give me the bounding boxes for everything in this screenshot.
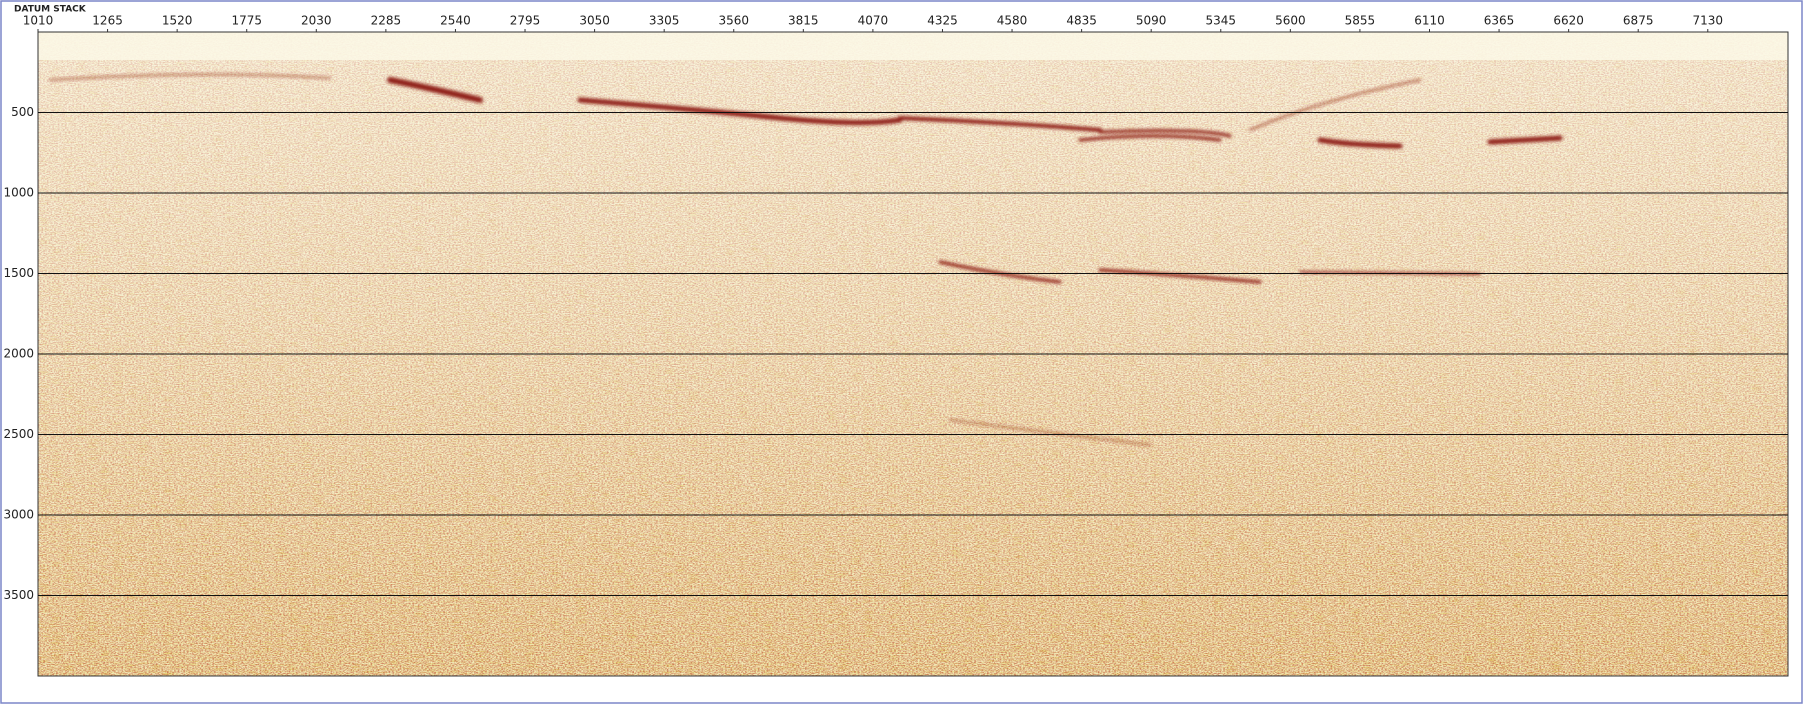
x-tick-label: 4835 bbox=[1066, 14, 1097, 28]
y-tick-label: 1500 bbox=[3, 266, 34, 280]
x-tick-label: 4580 bbox=[997, 14, 1028, 28]
x-tick-label: 3560 bbox=[718, 14, 749, 28]
x-tick-label: 5345 bbox=[1205, 14, 1236, 28]
x-tick-label: 2285 bbox=[371, 14, 402, 28]
x-tick-label: 5600 bbox=[1275, 14, 1306, 28]
y-tick-label: 2500 bbox=[3, 427, 34, 441]
x-tick-label: 2795 bbox=[510, 14, 541, 28]
y-tick-label: 3500 bbox=[3, 588, 34, 602]
x-tick-label: 6875 bbox=[1623, 14, 1654, 28]
x-tick-label: 3050 bbox=[579, 14, 610, 28]
x-tick-label: 1010 bbox=[23, 14, 54, 28]
y-tick-label: 1000 bbox=[3, 186, 34, 200]
chart: DATUM STACK 1010126515201775203022852540… bbox=[0, 0, 1803, 704]
x-tick-label: 6110 bbox=[1414, 14, 1445, 28]
x-tick-label: 2030 bbox=[301, 14, 332, 28]
x-tick-label: 1265 bbox=[92, 14, 123, 28]
x-tick-label: 3815 bbox=[788, 14, 819, 28]
y-tick-label: 2000 bbox=[3, 347, 34, 361]
x-tick-label: 6365 bbox=[1484, 14, 1515, 28]
x-tick-label: 4325 bbox=[927, 14, 958, 28]
y-tick-label: 500 bbox=[11, 105, 34, 119]
x-tick-label: 5090 bbox=[1136, 14, 1167, 28]
x-tick-label: 7130 bbox=[1693, 14, 1724, 28]
y-tick-label: 3000 bbox=[3, 508, 34, 522]
x-tick-label: 1520 bbox=[162, 14, 193, 28]
x-tick-label: 6620 bbox=[1553, 14, 1584, 28]
x-tick-label: 3305 bbox=[649, 14, 680, 28]
x-tick-label: 1775 bbox=[231, 14, 262, 28]
x-tick-label: 2540 bbox=[440, 14, 471, 28]
x-tick-label: 4070 bbox=[858, 14, 889, 28]
x-tick-label: 5855 bbox=[1345, 14, 1376, 28]
